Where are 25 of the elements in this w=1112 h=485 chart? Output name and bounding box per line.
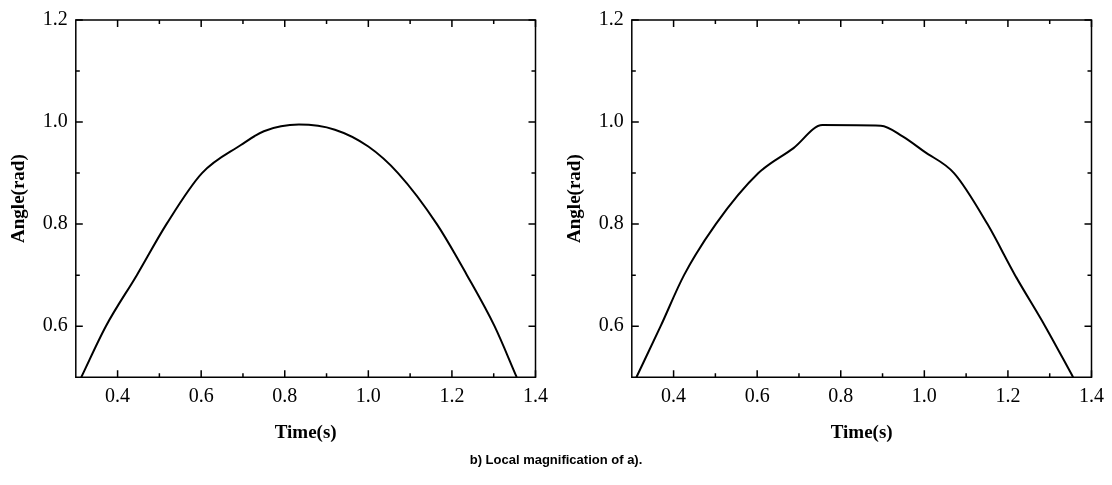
y-tick-label: 1.0 (42, 109, 68, 132)
y-tick-label: 1.0 (598, 109, 624, 132)
x-tick-label: 0.4 (661, 384, 687, 407)
text: b) Local magnification of a). (468, 452, 644, 467)
x-tick-label: 1.4 (523, 384, 548, 407)
x-tick-label: 1.4 (1079, 384, 1104, 407)
x-tick-label: 1.0 (355, 384, 381, 407)
x-tick-label: 1.0 (911, 384, 937, 407)
x-tick-label: 1.2 (995, 384, 1021, 407)
x-tick-label: 0.8 (828, 384, 854, 407)
y-tick-label: 1.2 (42, 7, 68, 30)
y-tick-label: 1.2 (598, 7, 624, 30)
y-tick-label: 0.6 (598, 313, 624, 336)
x-tick-label: 1.2 (439, 384, 465, 407)
y-tick-label: 0.8 (598, 211, 624, 234)
x-axis-title: Time(s) (830, 420, 893, 443)
x-tick-label: 0.4 (105, 384, 131, 407)
y-tick-label: 0.8 (42, 211, 68, 234)
y-tick-label: 0.6 (42, 313, 68, 336)
y-axis-title: Angle(rad) (563, 154, 586, 243)
x-tick-label: 0.6 (188, 384, 214, 407)
x-axis-title: Time(s) (274, 420, 337, 443)
x-tick-label: 0.6 (744, 384, 770, 407)
y-axis-title: Angle(rad) (7, 154, 30, 243)
x-tick-label: 0.8 (272, 384, 298, 407)
